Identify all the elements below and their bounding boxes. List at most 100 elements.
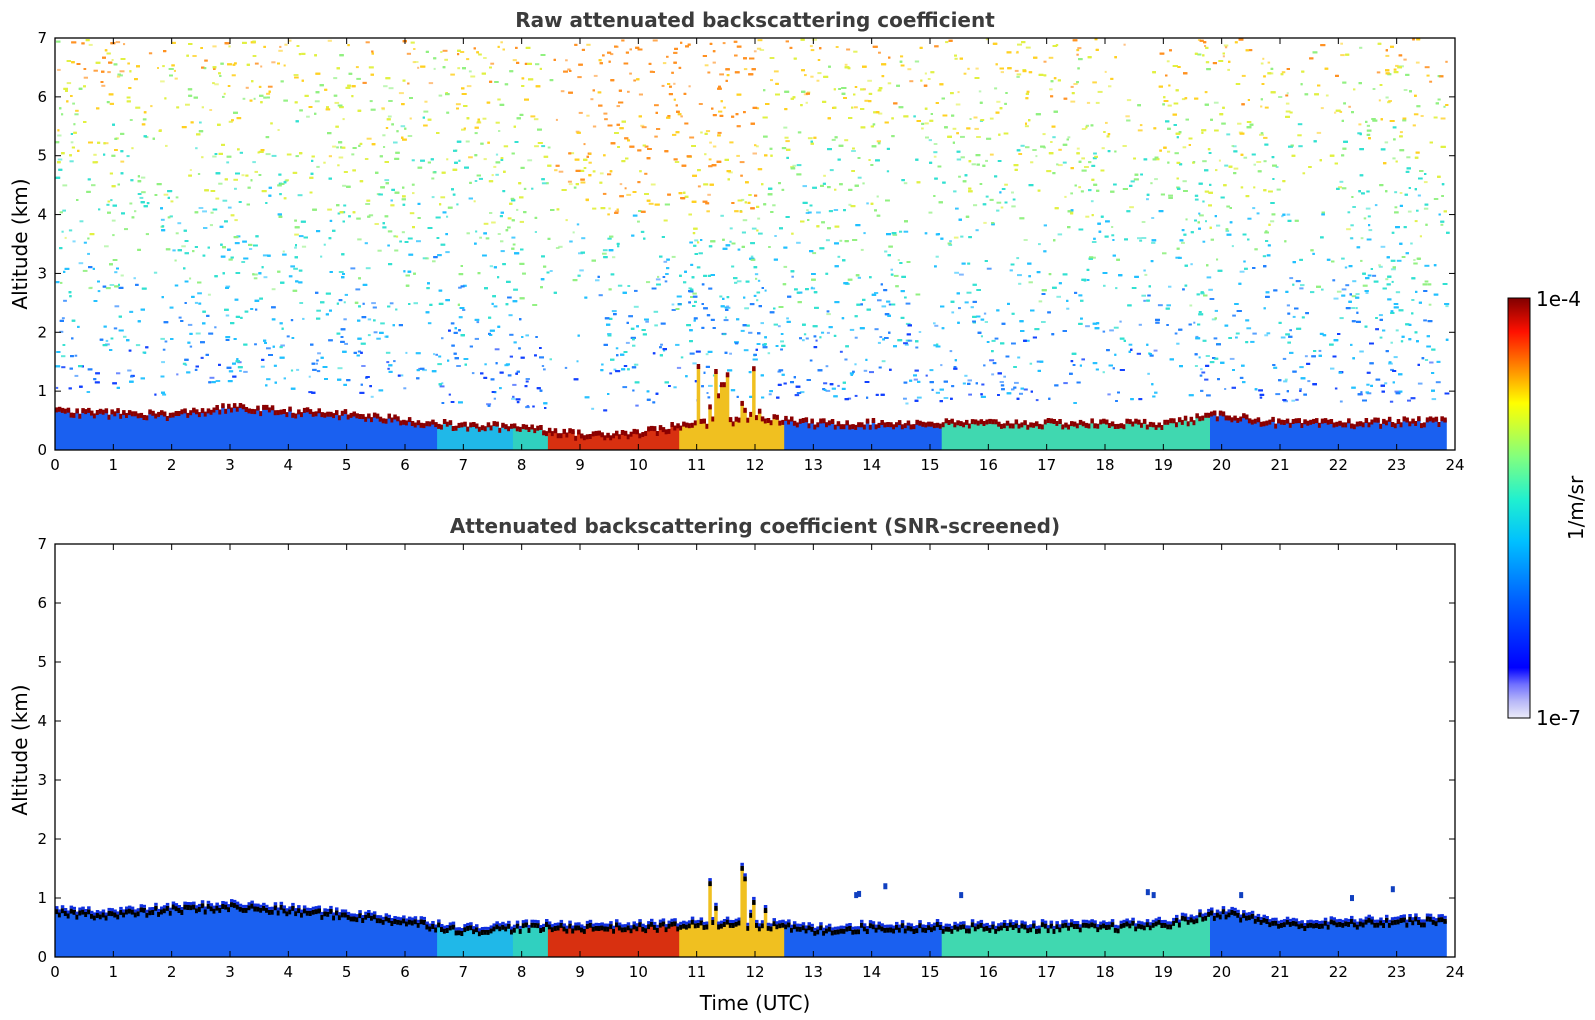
noise-speck <box>1231 145 1234 147</box>
noise-speck <box>1360 237 1364 240</box>
noise-speck <box>1067 136 1071 139</box>
noise-speck <box>1201 371 1206 374</box>
noise-speck <box>74 354 78 357</box>
noise-speck <box>446 215 449 218</box>
noise-speck <box>107 200 111 203</box>
noise-speck <box>722 333 726 336</box>
noise-speck <box>342 118 345 121</box>
noise-speck <box>1213 337 1218 340</box>
noise-speck <box>1181 98 1186 101</box>
noise-speck <box>1032 149 1037 151</box>
noise-speck <box>706 392 709 394</box>
noise-speck <box>134 210 137 213</box>
noise-speck <box>1113 326 1119 329</box>
noise-speck <box>466 85 472 88</box>
noise-speck <box>1289 277 1294 280</box>
noise-speck <box>1081 157 1085 160</box>
noise-speck <box>263 276 268 279</box>
noise-speck <box>327 208 332 211</box>
noise-speck <box>471 372 475 375</box>
noise-speck <box>338 156 344 159</box>
noise-speck <box>604 118 608 121</box>
noise-speck <box>1286 92 1289 95</box>
noise-speck <box>283 64 286 67</box>
noise-speck <box>945 41 949 44</box>
noise-speck <box>422 369 427 372</box>
noise-speck <box>355 66 359 69</box>
noise-speck <box>1395 291 1401 294</box>
noise-speck <box>951 311 955 314</box>
noise-speck <box>178 316 182 319</box>
noise-speck <box>1413 113 1419 116</box>
noise-speck <box>1224 388 1227 390</box>
noise-speck <box>976 136 981 138</box>
noise-speck <box>598 294 603 297</box>
noise-speck <box>576 223 580 226</box>
noise-speck <box>1365 207 1371 210</box>
noise-speck <box>1359 46 1363 49</box>
noise-speck <box>952 127 957 130</box>
noise-speck <box>1264 334 1269 337</box>
noise-speck <box>599 172 604 175</box>
noise-speck <box>756 299 759 302</box>
noise-speck <box>834 188 837 191</box>
noise-speck <box>72 102 75 105</box>
noise-speck <box>1137 129 1143 132</box>
noise-speck <box>671 255 676 258</box>
noise-speck <box>864 99 869 102</box>
noise-speck <box>293 74 299 76</box>
noise-speck <box>355 288 361 291</box>
noise-speck <box>717 131 722 134</box>
noise-speck <box>751 227 757 230</box>
noise-speck <box>1284 378 1288 381</box>
noise-speck <box>1330 367 1335 370</box>
noise-speck <box>1351 307 1356 309</box>
noise-speck <box>962 382 966 385</box>
noise-speck <box>1394 206 1398 209</box>
noise-speck <box>249 248 253 250</box>
noise-speck <box>1017 43 1022 46</box>
noise-speck <box>790 166 795 168</box>
noise-speck <box>1403 58 1407 61</box>
noise-speck <box>210 211 214 214</box>
noise-speck <box>564 366 568 369</box>
noise-speck <box>1379 336 1383 339</box>
noise-speck <box>1151 241 1156 244</box>
noise-speck <box>187 323 193 326</box>
noise-speck <box>707 71 711 74</box>
noise-speck <box>783 126 788 129</box>
noise-speck <box>512 395 515 398</box>
noise-speck <box>663 219 668 222</box>
noise-speck <box>1097 90 1103 93</box>
noise-speck <box>60 281 63 284</box>
noise-speck <box>411 159 415 162</box>
noise-speck <box>381 107 385 110</box>
noise-speck <box>1283 400 1288 403</box>
noise-speck <box>1391 280 1394 283</box>
noise-speck <box>364 242 368 245</box>
noise-speck <box>407 135 413 137</box>
noise-speck <box>575 130 580 133</box>
noise-speck <box>57 134 62 137</box>
noise-speck <box>1385 96 1389 99</box>
noise-speck <box>306 115 310 118</box>
noise-speck <box>1226 133 1231 136</box>
noise-speck <box>569 152 575 155</box>
noise-speck <box>825 389 831 392</box>
noise-speck <box>189 277 192 280</box>
noise-speck <box>333 77 338 80</box>
noise-speck <box>1130 180 1135 183</box>
noise-speck <box>438 94 443 97</box>
noise-speck <box>93 69 98 72</box>
noise-speck <box>1208 288 1213 291</box>
noise-speck <box>825 365 829 368</box>
noise-speck <box>633 305 639 308</box>
noise-speck <box>194 301 198 304</box>
noise-speck <box>641 126 647 129</box>
noise-speck <box>1200 292 1205 295</box>
noise-speck <box>97 290 101 293</box>
noise-speck <box>619 183 623 186</box>
noise-speck <box>1102 330 1106 333</box>
noise-speck <box>70 141 74 144</box>
noise-speck <box>688 85 691 88</box>
